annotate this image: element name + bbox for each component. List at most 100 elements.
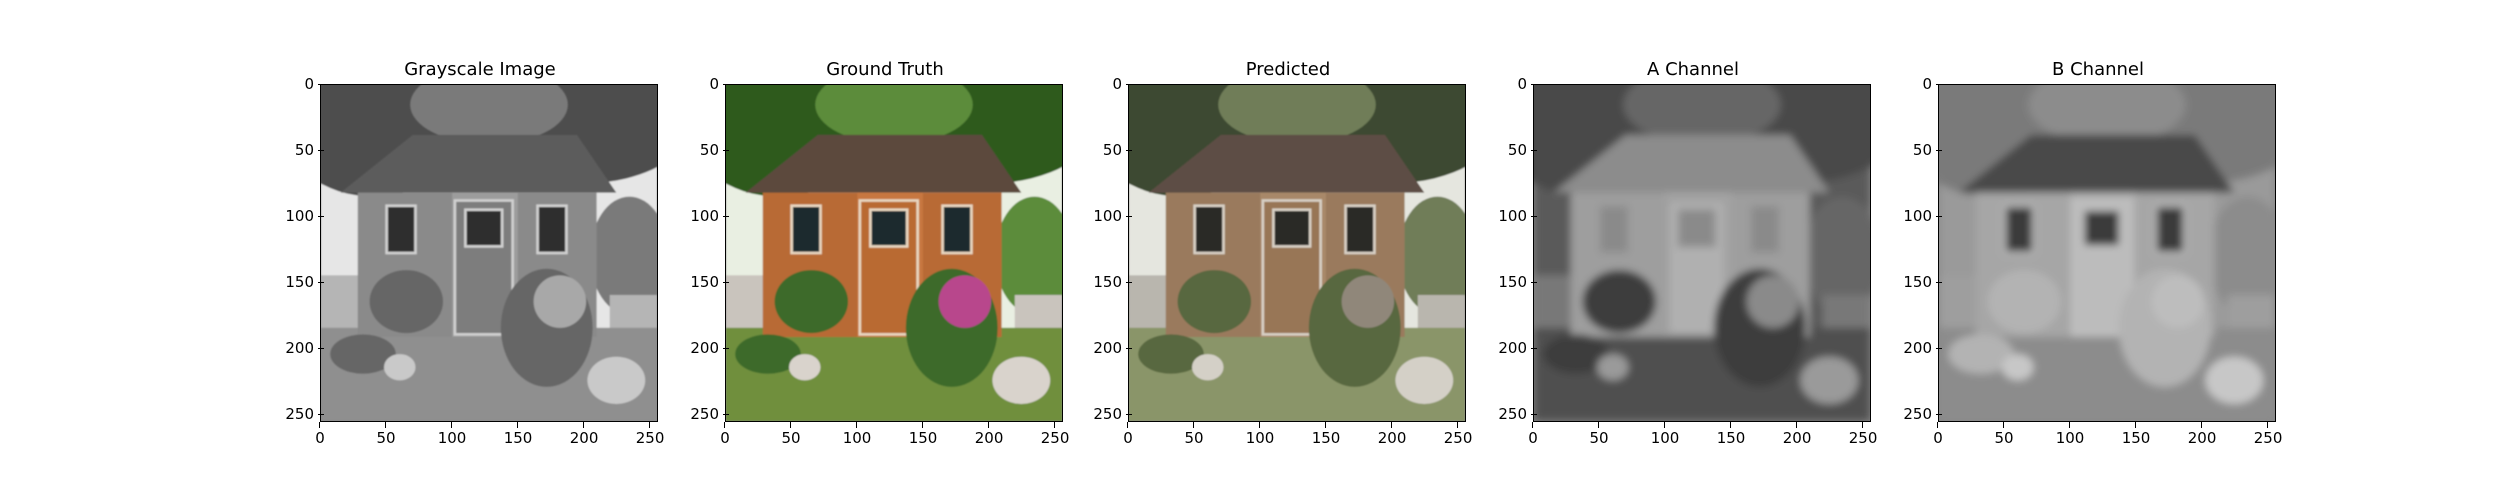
tree-canopy-center (815, 85, 973, 145)
x-tick-label: 250 (1843, 422, 1883, 446)
window-left (1193, 204, 1225, 255)
rock-left (384, 354, 416, 381)
panel-image (725, 84, 1063, 422)
window-left (2003, 204, 2035, 255)
x-tick-label: 100 (432, 422, 472, 446)
rock-right (587, 356, 646, 404)
tree-canopy-center (1623, 85, 1781, 145)
panel-image (1938, 84, 2276, 422)
door-window (464, 208, 504, 248)
bush-left (1543, 334, 1609, 374)
tree-right-side (1803, 196, 1870, 315)
bush-left (1948, 334, 2014, 374)
x-tick-label: 0 (705, 422, 745, 446)
x-tick-label: 150 (498, 422, 538, 446)
x-tick-label: 0 (1918, 422, 1958, 446)
y-tick-label: 50 (1082, 142, 1132, 158)
x-tick-label: 200 (1372, 422, 1412, 446)
panel-4: A Channel 0 50 100 150 200 250 0 50 100 150 200 250 (1483, 0, 1903, 500)
x-tick-label: 150 (2116, 422, 2156, 446)
y-tick-label: 0 (1082, 76, 1132, 92)
panel-image (1128, 84, 1466, 422)
y-tick-label: 150 (1487, 274, 1537, 290)
window-right (1344, 204, 1376, 255)
x-tick-label: 250 (1438, 422, 1478, 446)
x-tick-label: 50 (771, 422, 811, 446)
y-tick-label: 150 (1082, 274, 1132, 290)
panel-title: Predicted (1245, 59, 1331, 80)
door-window (2082, 208, 2122, 248)
y-tick-label: 50 (1892, 142, 1942, 158)
x-tick-label: 150 (1306, 422, 1346, 446)
x-tick-label: 100 (837, 422, 877, 446)
window-right (2154, 204, 2186, 255)
flowers-right (1341, 275, 1395, 328)
panel-image-svg (1939, 85, 2275, 421)
rock-left (789, 354, 821, 381)
y-tick-label: 100 (1487, 208, 1537, 224)
planter-left (369, 270, 444, 334)
bush-left (735, 334, 801, 374)
y-tick-label: 0 (1892, 76, 1942, 92)
x-tick-label: 100 (1645, 422, 1685, 446)
y-tick-label: 100 (1892, 208, 1942, 224)
y-tick-label: 0 (1487, 76, 1537, 92)
y-tick-label: 200 (274, 340, 324, 356)
panel-3: Predicted 0 50 100 150 200 250 0 50 100 150 200 250 (1078, 0, 1498, 500)
shed-roof (745, 134, 1022, 193)
y-tick-label: 200 (1082, 340, 1132, 356)
x-tick-label: 250 (1035, 422, 1075, 446)
y-tick-label: 100 (274, 208, 324, 224)
y-tick-label: 0 (679, 76, 729, 92)
x-tick-label: 250 (2248, 422, 2288, 446)
tree-canopy-center (410, 85, 568, 145)
panel-title: B Channel (2052, 59, 2144, 80)
x-tick-label: 200 (2182, 422, 2222, 446)
shed-roof (1148, 134, 1425, 193)
panel-image-svg (1129, 85, 1465, 421)
rock-left (1192, 354, 1224, 381)
y-tick-label: 150 (1892, 274, 1942, 290)
panel-image-svg (1534, 85, 1870, 421)
window-right (941, 204, 973, 255)
x-tick-label: 150 (903, 422, 943, 446)
x-tick-label: 0 (1108, 422, 1148, 446)
panel-image-svg (321, 85, 657, 421)
planter-left (1582, 270, 1657, 334)
rock-left (1597, 354, 1629, 381)
x-tick-label: 50 (1984, 422, 2024, 446)
window-left (790, 204, 822, 255)
tree-right-side (2208, 196, 2275, 315)
window-left (1598, 204, 1630, 255)
x-tick-label: 50 (366, 422, 406, 446)
y-tick-label: 250 (274, 406, 324, 422)
y-tick-label: 150 (274, 274, 324, 290)
x-tick-label: 200 (564, 422, 604, 446)
y-tick-label: 50 (274, 142, 324, 158)
y-tick-label: 250 (1487, 406, 1537, 422)
rock-right (992, 356, 1051, 404)
y-tick-label: 50 (679, 142, 729, 158)
rock-left (2002, 354, 2034, 381)
planter-left (1987, 270, 2062, 334)
y-tick-label: 250 (679, 406, 729, 422)
flowers-right (2151, 275, 2205, 328)
shed-roof (340, 134, 617, 193)
planter-left (1177, 270, 1252, 334)
shed-roof (1553, 134, 1830, 193)
door-window (1677, 208, 1717, 248)
rock-right (1395, 356, 1454, 404)
door-window (869, 208, 909, 248)
panel-title: Grayscale Image (404, 59, 556, 80)
window-right (1749, 204, 1781, 255)
shed-roof (1958, 134, 2235, 193)
bush-left (1138, 334, 1204, 374)
x-tick-label: 150 (1711, 422, 1751, 446)
x-tick-label: 100 (2050, 422, 2090, 446)
x-tick-label: 50 (1579, 422, 1619, 446)
x-tick-label: 50 (1174, 422, 1214, 446)
panel-1: Grayscale Image 0 50 100 150 200 250 0 50 100 150… (270, 0, 690, 500)
panel-title: Ground Truth (826, 59, 944, 80)
flowers-right (533, 275, 587, 328)
panel-image-svg (726, 85, 1062, 421)
